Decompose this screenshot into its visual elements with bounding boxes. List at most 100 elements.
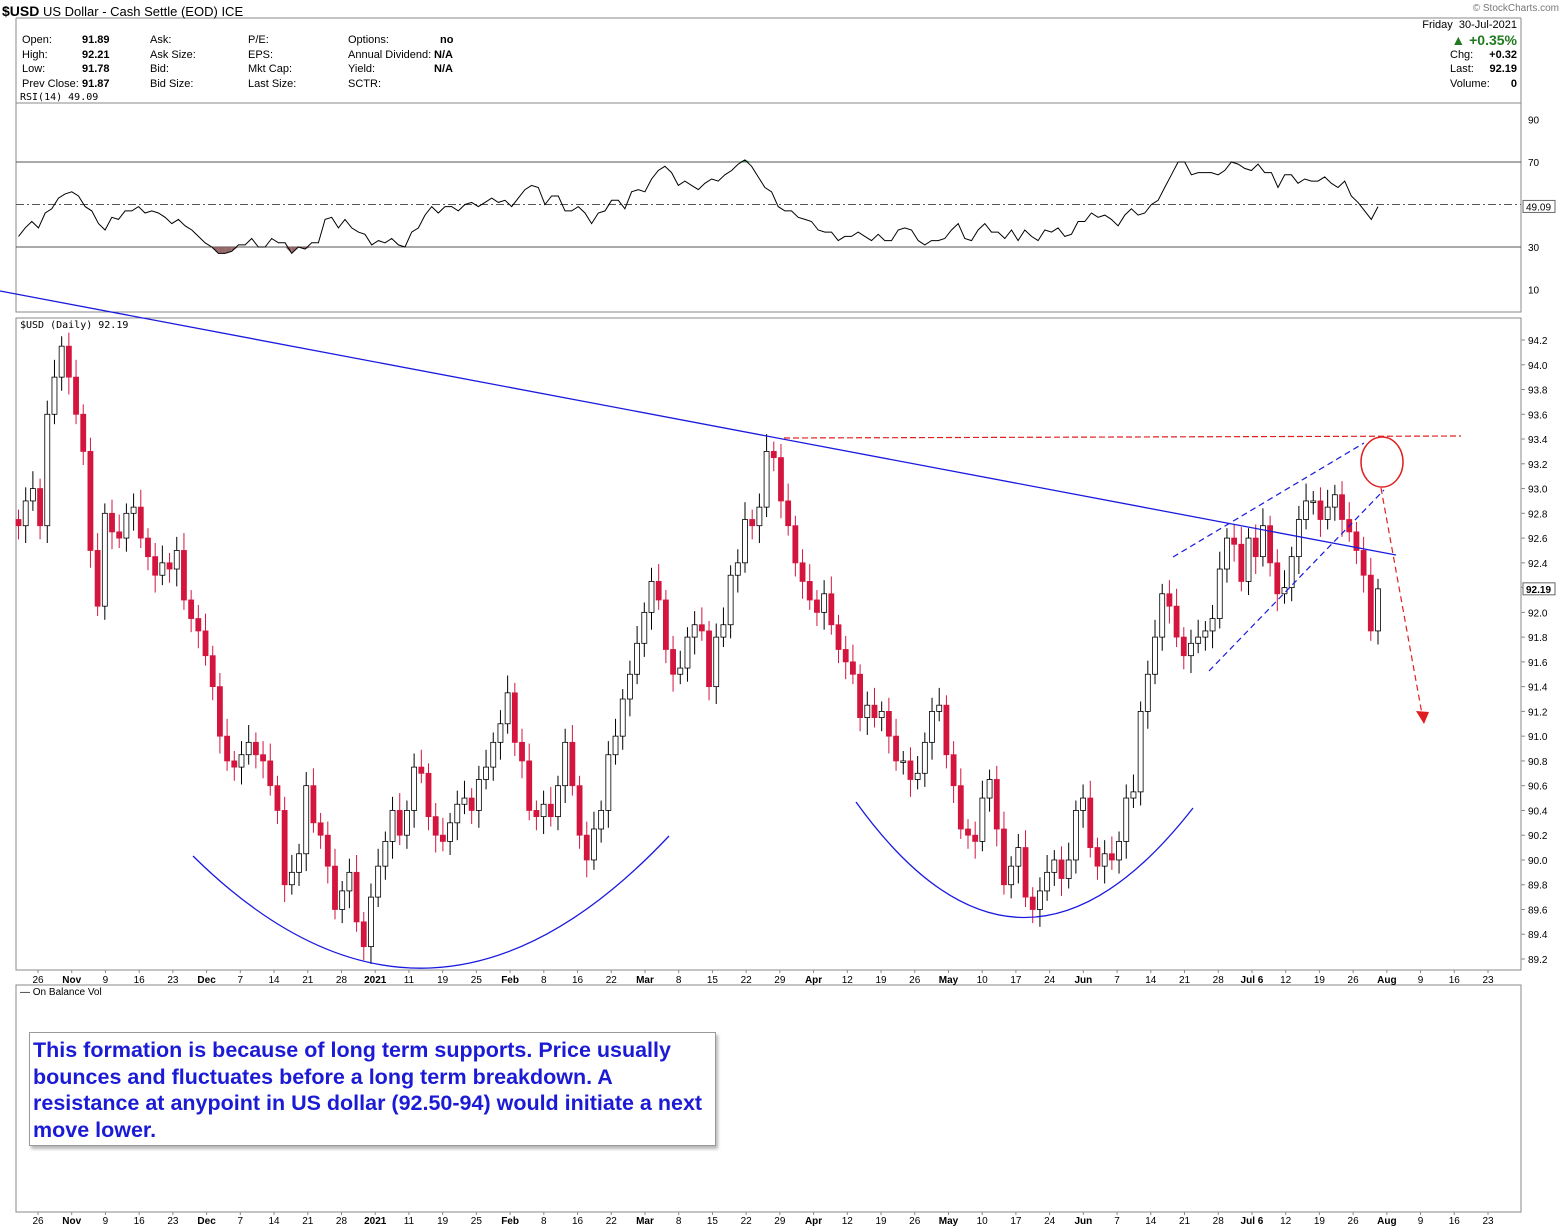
candle-body [1375, 588, 1381, 632]
rsi-tick-label: 30 [1528, 243, 1540, 254]
price-tick-label: 91.4 [1528, 683, 1548, 694]
candle [483, 749, 489, 790]
candle-body [87, 451, 94, 551]
axes: 26 26 Nov Nov 9 9 16 16 23 23 Dec Dec 7 7 14 14 21 21 28 28… [32, 970, 1494, 1227]
candle-body [159, 562, 166, 576]
candle-body [1101, 853, 1108, 867]
price-x-tick-label: 26 [909, 975, 921, 986]
candle [404, 800, 410, 849]
price-x-tick-label: 2021 [364, 975, 387, 986]
candle [202, 613, 209, 666]
obv-label: — On Balance Vol [20, 987, 102, 998]
candle [317, 812, 324, 849]
candle [490, 732, 497, 781]
annotation-box: This formation is because of long term s… [29, 1032, 716, 1146]
candle [1116, 831, 1122, 874]
candle [1324, 489, 1331, 530]
target-circle [1360, 436, 1404, 488]
candle-body [490, 741, 497, 768]
stat-sctr-label: SCTR: [348, 78, 381, 90]
candle-body [29, 488, 36, 502]
candle-body [986, 779, 993, 799]
obv-x-tick-label: Feb [501, 1216, 519, 1227]
price-last-tag [1522, 582, 1556, 596]
candle-body [296, 853, 302, 873]
price-tick-label: 92.8 [1528, 509, 1548, 520]
candle [360, 911, 367, 961]
candle-body [1123, 797, 1130, 842]
instrument-name: US Dollar - Cash Settle (EOD) [42, 4, 218, 19]
candle-body [1137, 711, 1144, 793]
candle-body [1224, 537, 1230, 570]
candle [454, 790, 461, 841]
candle-body [1152, 636, 1158, 675]
obv-x-tick-label: 29 [774, 1216, 786, 1227]
obv-x-tick-label: 26 [909, 1216, 921, 1227]
candle [382, 831, 389, 880]
candle [677, 650, 684, 685]
candle [950, 741, 957, 804]
obv-x-tick-label: Jul 6 [1241, 1216, 1264, 1227]
price-x-tick-label: 19 [437, 975, 449, 986]
price-tick-label: 91.2 [1528, 707, 1548, 718]
candle [94, 533, 101, 617]
candle [281, 796, 288, 903]
candle [684, 627, 691, 682]
rsi-label: RSI(14) 49.09 [20, 92, 99, 103]
price-x-tick-label: 10 [977, 975, 989, 986]
candle-body [483, 766, 489, 780]
candle-body [583, 834, 590, 861]
price-tick-label: 91.6 [1528, 658, 1548, 669]
candle-body [655, 581, 662, 601]
candle-body [1202, 630, 1209, 638]
candle-body [540, 803, 547, 818]
candle-body [612, 735, 619, 756]
candle [73, 359, 79, 425]
candle [957, 768, 964, 839]
candle-body [1001, 828, 1007, 886]
candle [368, 883, 374, 964]
price-x-tick-label: 25 [471, 975, 483, 986]
candle-body [965, 828, 971, 836]
candle-body [799, 562, 806, 582]
candle [540, 790, 547, 834]
candle [475, 765, 482, 828]
candle-body [576, 785, 583, 836]
candle [152, 543, 159, 593]
candle [598, 800, 605, 843]
candle [101, 503, 108, 620]
candle [1231, 524, 1238, 562]
candle-body [1360, 550, 1367, 576]
obv-x-tick-label: 21 [302, 1216, 314, 1227]
candle-body [929, 711, 935, 743]
candle [1202, 621, 1209, 651]
candle-body [835, 624, 842, 650]
candle [878, 701, 885, 732]
price-tick-label: 94.2 [1528, 336, 1548, 347]
price-x-tick-label: Aug [1377, 975, 1396, 986]
obv-x-tick-label: 19 [437, 1216, 449, 1227]
stat-yield-label: Yield: [348, 63, 376, 75]
candle [339, 881, 346, 924]
candle-body [569, 741, 576, 787]
candle-body [828, 593, 835, 626]
price-x-tick-label: 21 [1179, 975, 1191, 986]
candle [806, 564, 813, 610]
candle [1108, 836, 1115, 870]
stat-bid-label: Bid: [150, 63, 169, 75]
projection-arrow-line [1380, 487, 1423, 715]
candle [123, 503, 130, 552]
candle-body [288, 871, 295, 886]
candle [137, 489, 144, 548]
candle [217, 673, 223, 754]
candle [1044, 855, 1051, 901]
price-x-tick-label: 9 [1418, 975, 1424, 986]
candle-body [51, 376, 58, 415]
candle-body [195, 618, 202, 632]
candle [411, 753, 418, 828]
candle-body [80, 413, 87, 452]
candle-body [1094, 847, 1101, 867]
stat-mktcap-label: Mkt Cap: [248, 63, 293, 75]
candle-body [468, 797, 475, 811]
candle [432, 803, 439, 853]
